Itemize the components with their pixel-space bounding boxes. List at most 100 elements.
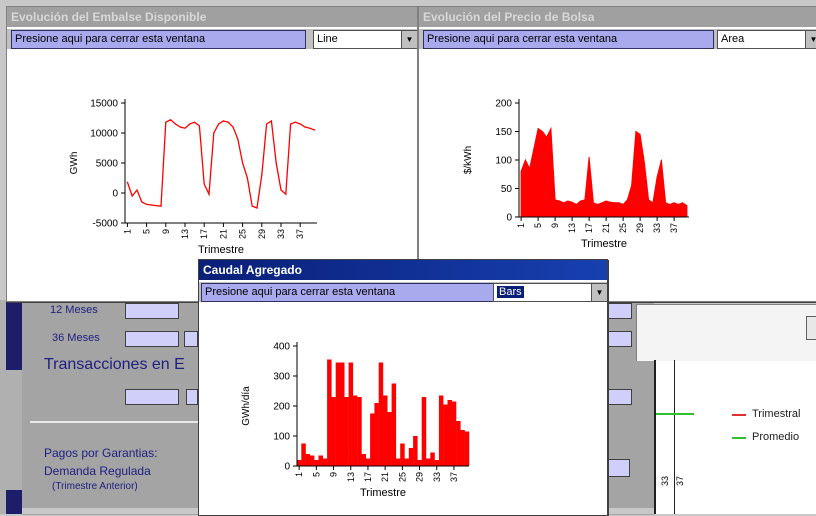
data-point	[199, 125, 200, 126]
x-tick-label: 33	[432, 472, 442, 482]
data-point	[525, 160, 526, 161]
data-point	[627, 199, 628, 200]
x-tick-label: 21	[601, 223, 611, 233]
y-axis-label: GWh/día	[241, 386, 252, 426]
window-embalse[interactable]: Evolución del Embalse Disponible Presion…	[6, 6, 418, 302]
x-tick-label: 33	[652, 223, 662, 233]
input-transacciones-a[interactable]	[125, 389, 179, 405]
data-point	[290, 123, 291, 124]
data-point	[242, 162, 243, 163]
x-tick-label: 1	[122, 229, 132, 234]
bar	[301, 444, 306, 467]
close-window-bar-precio[interactable]: Presione aqui para cerrar esta ventana	[423, 30, 714, 49]
chart-type-select-precio[interactable]: Area ▼	[717, 30, 816, 49]
bar	[353, 396, 358, 467]
y-tick-label: 15000	[90, 99, 118, 110]
chevron-down-icon[interactable]: ▼	[591, 284, 607, 301]
bar	[396, 459, 401, 467]
window-title-caudal[interactable]: Caudal Agregado	[199, 260, 607, 280]
window-title-precio[interactable]: Evolución del Precio de Bolsa	[419, 7, 816, 27]
control-row-precio: Presione aqui para cerrar esta ventana A…	[419, 29, 816, 49]
series-line	[127, 120, 314, 208]
close-window-bar-embalse[interactable]: Presione aqui para cerrar esta ventana	[11, 30, 306, 49]
input-36-meses-b[interactable]	[184, 331, 198, 347]
bar	[379, 363, 384, 467]
input-transacciones-b[interactable]	[186, 389, 198, 405]
data-point	[271, 120, 272, 121]
data-point	[589, 157, 590, 158]
legend-promedio-swatch	[732, 437, 746, 439]
input-right-c[interactable]	[608, 303, 632, 319]
data-point	[146, 204, 147, 205]
y-tick-label: 50	[501, 184, 513, 195]
data-point	[208, 194, 209, 195]
y-tick-label: 200	[495, 99, 512, 110]
data-point	[631, 185, 632, 186]
data-point	[228, 122, 229, 123]
data-point	[555, 199, 556, 200]
partial-tick-37: 37	[675, 476, 685, 486]
data-point	[232, 126, 233, 127]
data-point	[648, 199, 649, 200]
bar	[340, 363, 345, 467]
bar	[443, 405, 448, 467]
window-title-embalse[interactable]: Evolución del Embalse Disponible	[7, 7, 417, 27]
y-tick-label: 0	[112, 189, 118, 200]
window-caudal[interactable]: Caudal Agregado Presione aqui para cerra…	[198, 259, 608, 516]
x-tick-label: 21	[218, 229, 228, 239]
chevron-down-icon[interactable]: ▼	[401, 31, 417, 48]
data-point	[674, 202, 675, 203]
bar	[362, 454, 367, 466]
data-point	[606, 201, 607, 202]
data-point	[576, 204, 577, 205]
window-precio[interactable]: Evolución del Precio de Bolsa Presione a…	[418, 6, 816, 302]
data-point	[682, 202, 683, 203]
data-point	[141, 201, 142, 202]
x-tick-label: 37	[449, 472, 459, 482]
background-right-button[interactable]	[806, 316, 816, 340]
data-point	[593, 202, 594, 203]
chart-type-select-embalse[interactable]: Line ▼	[313, 30, 418, 49]
data-point	[686, 205, 687, 206]
data-point	[276, 162, 277, 163]
data-point	[665, 202, 666, 203]
bar	[327, 360, 332, 467]
input-12-meses[interactable]	[125, 303, 179, 319]
bar	[306, 454, 311, 466]
x-tick-label: 29	[635, 223, 645, 233]
bar	[336, 363, 341, 467]
data-point	[165, 122, 166, 123]
data-point	[572, 202, 573, 203]
chart-type-select-caudal[interactable]: Bars ▼	[493, 283, 608, 302]
y-axis-label: GWh	[69, 152, 80, 175]
data-point	[542, 131, 543, 132]
bar	[349, 363, 354, 467]
data-point	[661, 160, 662, 161]
control-row-caudal: Presione aqui para cerrar esta ventana B…	[199, 282, 607, 302]
bar	[319, 456, 324, 467]
data-point	[127, 182, 128, 183]
y-tick-label: 5000	[96, 159, 119, 170]
data-point	[563, 202, 564, 203]
data-point	[614, 202, 615, 203]
y-axis-label: $/kWh	[463, 146, 474, 174]
input-36-meses-a[interactable]	[125, 331, 179, 347]
x-tick-label: 9	[550, 223, 560, 228]
bar	[435, 460, 440, 466]
input-right-a[interactable]	[608, 331, 632, 347]
data-point	[640, 134, 641, 135]
close-window-bar-caudal[interactable]: Presione aqui para cerrar esta ventana	[201, 283, 494, 302]
data-point	[261, 174, 262, 175]
chart-type-value-embalse: Line	[317, 33, 338, 45]
data-point	[252, 206, 253, 207]
bar	[405, 459, 410, 467]
data-point	[314, 129, 315, 130]
data-point	[136, 189, 137, 190]
bar	[310, 456, 315, 467]
data-point	[151, 204, 152, 205]
chevron-down-icon[interactable]: ▼	[805, 31, 816, 48]
input-right-b[interactable]	[608, 389, 632, 405]
data-point	[213, 132, 214, 133]
bar	[422, 397, 427, 466]
data-point	[194, 122, 195, 123]
